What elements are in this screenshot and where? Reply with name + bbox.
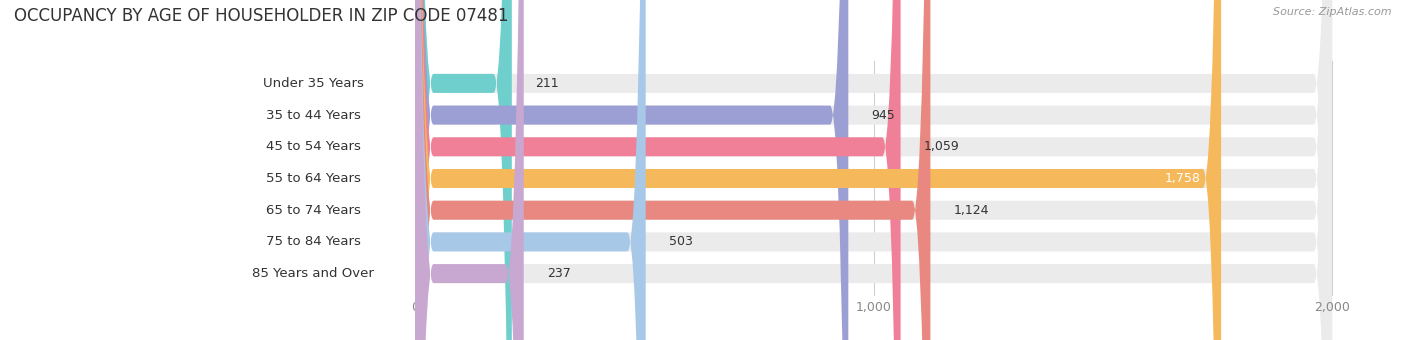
FancyBboxPatch shape — [415, 0, 1220, 340]
Text: 211: 211 — [534, 77, 558, 90]
FancyBboxPatch shape — [415, 0, 1331, 340]
Text: 55 to 64 Years: 55 to 64 Years — [266, 172, 360, 185]
Text: 1,758: 1,758 — [1164, 172, 1201, 185]
FancyBboxPatch shape — [415, 0, 931, 340]
FancyBboxPatch shape — [415, 0, 848, 340]
Text: OCCUPANCY BY AGE OF HOUSEHOLDER IN ZIP CODE 07481: OCCUPANCY BY AGE OF HOUSEHOLDER IN ZIP C… — [14, 7, 509, 25]
Text: 1,059: 1,059 — [924, 140, 959, 153]
Text: 35 to 44 Years: 35 to 44 Years — [266, 108, 360, 122]
FancyBboxPatch shape — [221, 0, 406, 340]
FancyBboxPatch shape — [415, 0, 645, 340]
Text: Under 35 Years: Under 35 Years — [263, 77, 364, 90]
FancyBboxPatch shape — [415, 0, 1331, 340]
FancyBboxPatch shape — [415, 0, 1331, 340]
FancyBboxPatch shape — [415, 0, 1331, 340]
FancyBboxPatch shape — [221, 0, 406, 340]
FancyBboxPatch shape — [415, 0, 901, 340]
FancyBboxPatch shape — [221, 0, 406, 340]
FancyBboxPatch shape — [415, 0, 523, 340]
FancyBboxPatch shape — [221, 0, 406, 340]
FancyBboxPatch shape — [415, 0, 1331, 340]
Text: 237: 237 — [547, 267, 571, 280]
FancyBboxPatch shape — [415, 0, 1331, 340]
FancyBboxPatch shape — [415, 0, 1331, 340]
FancyBboxPatch shape — [221, 0, 406, 340]
Text: 945: 945 — [872, 108, 896, 122]
Text: 65 to 74 Years: 65 to 74 Years — [266, 204, 360, 217]
Text: 75 to 84 Years: 75 to 84 Years — [266, 235, 360, 249]
Text: 1,124: 1,124 — [953, 204, 988, 217]
FancyBboxPatch shape — [221, 0, 406, 340]
Text: Source: ZipAtlas.com: Source: ZipAtlas.com — [1274, 7, 1392, 17]
Text: 503: 503 — [669, 235, 693, 249]
Text: 45 to 54 Years: 45 to 54 Years — [266, 140, 360, 153]
FancyBboxPatch shape — [221, 0, 406, 340]
Text: 85 Years and Over: 85 Years and Over — [252, 267, 374, 280]
FancyBboxPatch shape — [415, 0, 512, 340]
